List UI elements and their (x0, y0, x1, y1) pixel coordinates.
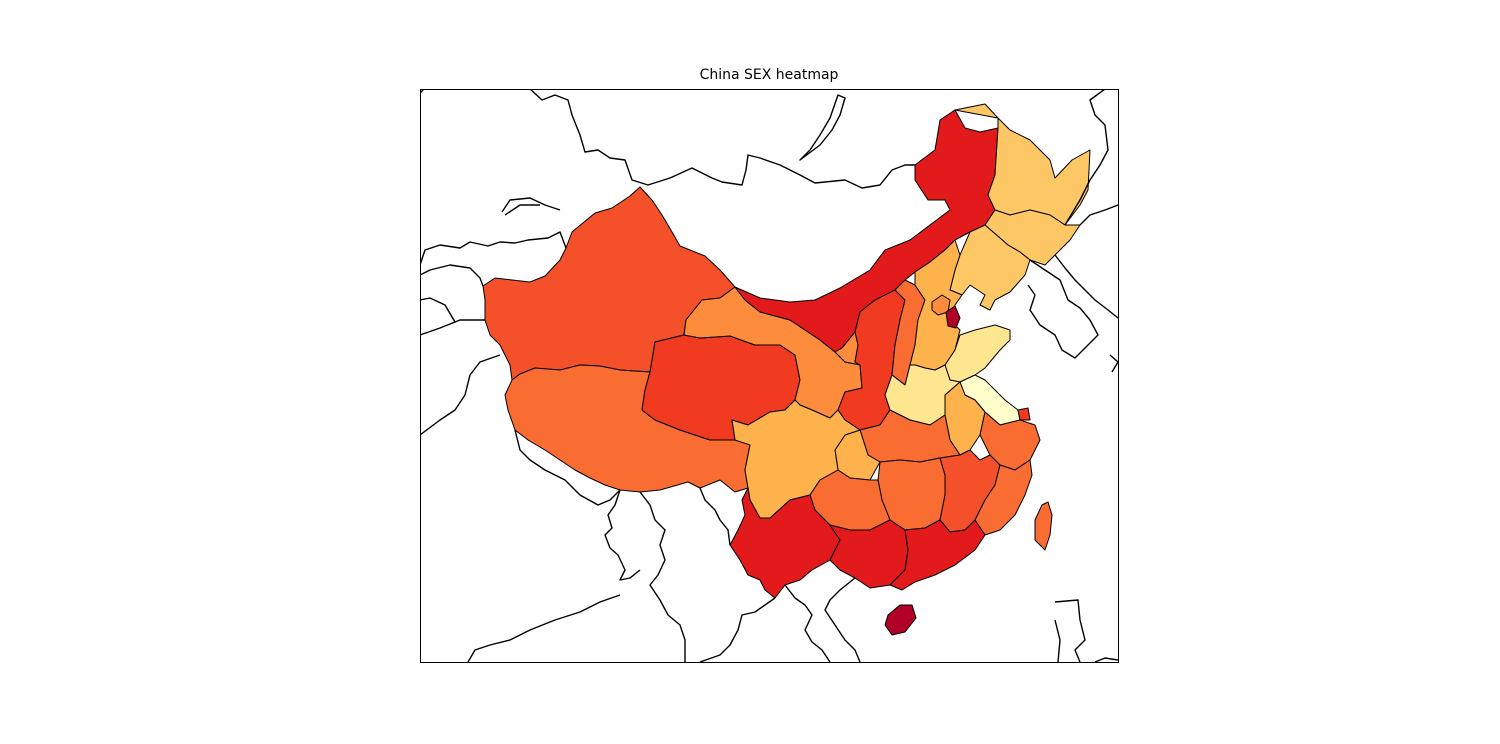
region-yunnan (729, 487, 841, 599)
region-guangxi (829, 519, 909, 589)
map-frame (420, 89, 1118, 662)
region-fujian (974, 459, 1033, 536)
map-title: China SEX heatmap (699, 67, 839, 83)
region-guangdong (889, 519, 986, 591)
region-tianjin (945, 305, 961, 329)
china-heatmap (420, 89, 1118, 662)
region-shanghai (1017, 407, 1031, 421)
country-borders (420, 89, 1118, 662)
region-hainan (884, 604, 917, 636)
region-taiwan (1034, 501, 1053, 551)
